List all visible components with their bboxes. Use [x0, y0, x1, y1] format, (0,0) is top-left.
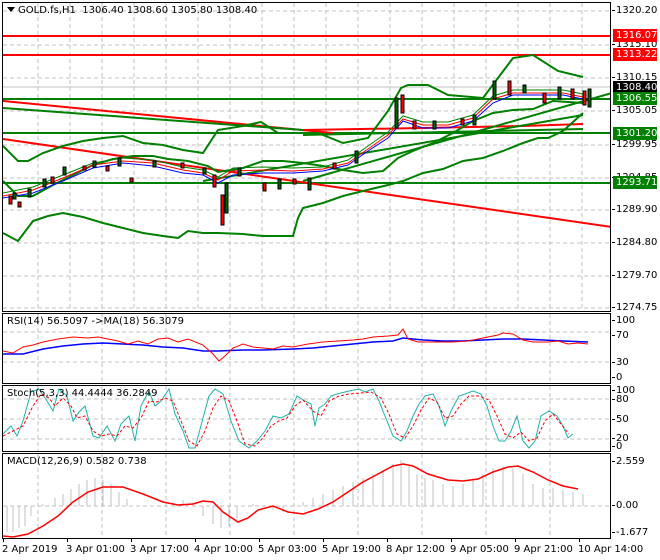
- price-tag-resistance: 1316.07: [613, 29, 657, 42]
- time-label: 5 Apr 19:00: [322, 544, 381, 555]
- price-tick: 1310.15: [611, 72, 658, 83]
- time-label: 10 Apr 14:00: [578, 544, 644, 555]
- rsi-pane[interactable]: RSI(14) 56.5097 ->MA(18) 56.3079: [2, 313, 611, 384]
- time-label: 9 Apr 05:00: [450, 544, 509, 555]
- price-tag-resistance: 1313.22: [613, 48, 657, 61]
- price-tag-support: 1306.55: [613, 92, 657, 105]
- time-label: 3 Apr 17:00: [130, 544, 189, 555]
- symbol-label: GOLD.fs,H1: [18, 5, 76, 16]
- time-tick-mark: [67, 538, 68, 542]
- time-tick-mark: [323, 538, 324, 542]
- current-price-tag: 1308.40: [613, 81, 657, 94]
- price-tick: 1289.90: [611, 204, 658, 215]
- price-tag-support: 1293.71: [613, 176, 657, 189]
- time-tick-mark: [131, 538, 132, 542]
- time-tick-mark: [195, 538, 196, 542]
- macd-tick: 0.00: [611, 500, 639, 511]
- rsi-tick: 0: [611, 372, 623, 383]
- macd-tick: 2.559: [612, 456, 645, 467]
- rsi-tick: 100: [611, 315, 636, 326]
- price-chart-pane[interactable]: GOLD.fs,H1 1306.40 1308.60 1305.80 1308.…: [2, 2, 611, 312]
- stochastic-pane[interactable]: Stoch(5,3,3) 44.4444 36.2849: [2, 385, 611, 452]
- time-label: 4 Apr 10:00: [194, 544, 253, 555]
- rsi-tick: 70: [612, 330, 629, 341]
- price-tick: 1305.05: [611, 105, 658, 116]
- stochastic-tick: 50: [612, 414, 629, 425]
- time-tick-mark: [387, 538, 388, 542]
- price-tick: 1315.10: [611, 39, 658, 50]
- price-tick: 1279.70: [611, 270, 658, 281]
- macd-axis: 2.559 0.00 -1.677: [611, 453, 660, 539]
- stochastic-canvas: [3, 386, 610, 451]
- time-label: 3 Apr 01:00: [66, 544, 125, 555]
- time-tick-mark: [3, 538, 4, 542]
- price-chart-canvas: [3, 3, 610, 311]
- stochastic-label: Stoch(5,3,3) 44.4444 36.2849: [7, 388, 158, 399]
- stochastic-tick: 20: [612, 433, 629, 444]
- rsi-axis: 100 70 30 0: [611, 313, 660, 384]
- time-label: 2 Apr 2019: [2, 544, 58, 555]
- ohlc-values: 1306.40 1308.60 1305.80 1308.40: [82, 5, 258, 16]
- time-tick-mark: [515, 538, 516, 542]
- time-tick-mark: [259, 538, 260, 542]
- time-tick-mark: [451, 538, 452, 542]
- price-tick: 1299.95: [611, 139, 658, 150]
- rsi-label: RSI(14) 56.5097 ->MA(18) 56.3079: [7, 316, 184, 327]
- time-label: 9 Apr 21:00: [514, 544, 573, 555]
- price-tick: 1284.80: [611, 237, 658, 248]
- stochastic-tick: 100: [611, 385, 636, 396]
- price-tick: 1274.75: [611, 302, 658, 313]
- time-tick-mark: [579, 538, 580, 542]
- stochastic-axis: 100 80 50 20 0: [611, 385, 660, 452]
- macd-canvas: [3, 454, 610, 538]
- stochastic-tick: 80: [612, 394, 629, 405]
- price-tag-support: 1301.20: [613, 127, 657, 140]
- price-tick: 1320.20: [611, 5, 658, 16]
- collapse-arrow-icon[interactable]: [7, 7, 15, 12]
- rsi-canvas: [3, 314, 610, 383]
- stochastic-tick: 0: [611, 441, 623, 452]
- price-chart-header: GOLD.fs,H1 1306.40 1308.60 1305.80 1308.…: [7, 5, 257, 16]
- time-label: 5 Apr 03:00: [258, 544, 317, 555]
- macd-pane[interactable]: MACD(12,26,9) 0.582 0.738: [2, 453, 611, 539]
- price-axis: 1320.20 1315.10 1310.15 1305.05 1299.95 …: [611, 0, 660, 313]
- rsi-tick: 30: [612, 357, 629, 368]
- macd-label: MACD(12,26,9) 0.582 0.738: [7, 456, 147, 467]
- macd-tick: -1.677: [611, 527, 649, 538]
- time-label: 8 Apr 12:00: [386, 544, 445, 555]
